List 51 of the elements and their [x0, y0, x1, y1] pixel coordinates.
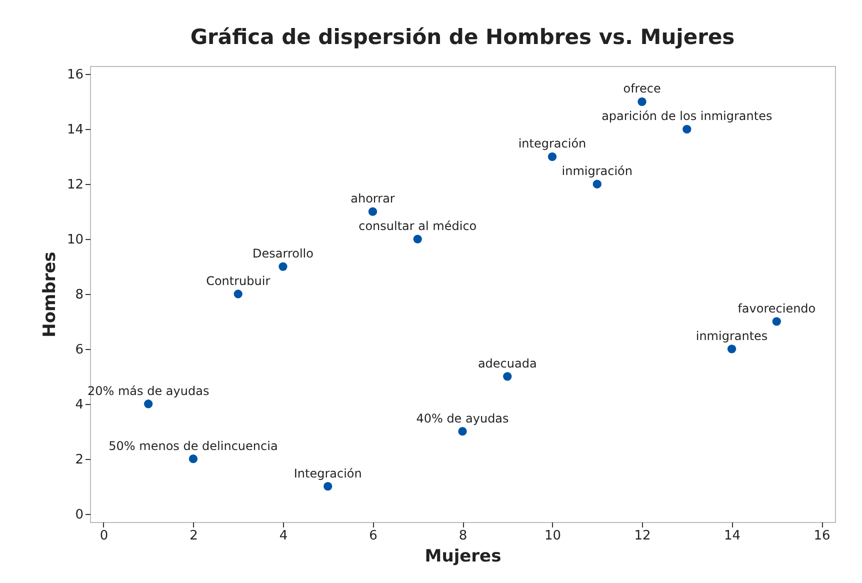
- y-tick-label: 10: [66, 232, 84, 248]
- point: [368, 207, 378, 216]
- y-tick-label: 6: [75, 342, 84, 358]
- point: [234, 290, 242, 298]
- annotation: 20% más de ayudas: [87, 384, 210, 398]
- y-tick-label: 16: [66, 68, 84, 83]
- point: [413, 234, 422, 244]
- annotation: inmigración: [562, 164, 633, 178]
- x-axis-title: Mujeres: [424, 546, 502, 566]
- annotation: 50% menos de delincuencia: [108, 438, 278, 453]
- x-tick-label: 6: [369, 528, 378, 544]
- y-axis-title: Hombres: [40, 252, 60, 338]
- point: [278, 262, 288, 271]
- point: [324, 482, 332, 491]
- point: [772, 317, 781, 326]
- x-tick-label: 2: [190, 528, 198, 544]
- annotation: inmigrantes: [696, 328, 768, 343]
- point: [458, 427, 467, 436]
- x-tick-label: 0: [100, 528, 108, 544]
- y-tick-label: 12: [66, 178, 84, 193]
- chart-title: Gráfica de dispersión de Hombres vs. Mujeres: [190, 25, 735, 49]
- point: [548, 152, 557, 161]
- y-tick-label: 8: [75, 288, 84, 302]
- point: [592, 180, 602, 188]
- x-tick-label: 14: [724, 528, 741, 544]
- annotation: integración: [518, 136, 586, 151]
- x-tick-label: 4: [279, 528, 288, 544]
- y-tick-label: 14: [66, 122, 84, 138]
- annotation: Desarrollo: [252, 246, 314, 261]
- annotation: Integración: [294, 466, 362, 480]
- annotation: Contrubuir: [206, 274, 270, 288]
- y-tick-label: 0: [75, 507, 84, 522]
- annotation: consultar al médico: [358, 219, 477, 234]
- x-tick-label: 16: [814, 528, 830, 544]
- annotation: aparición de los inmigrantes: [602, 109, 772, 124]
- point: [144, 400, 153, 408]
- point: [682, 124, 692, 134]
- x-tick-label: 10: [544, 528, 562, 544]
- y-tick-label: 2: [75, 452, 84, 468]
- annotation: favoreciendo: [738, 301, 816, 316]
- point: [503, 372, 512, 381]
- annotation: ahorrar: [350, 192, 395, 206]
- x-tick-label: 8: [458, 528, 468, 544]
- point: [727, 344, 736, 354]
- y-tick-label: 4: [75, 397, 84, 412]
- annotation: ofrece: [623, 82, 661, 96]
- x-tick-label: 12: [634, 528, 651, 544]
- annotation: 40% de ayudas: [416, 411, 509, 426]
- point: [188, 454, 198, 464]
- annotation: adecuada: [478, 356, 537, 370]
- point: [638, 97, 646, 106]
